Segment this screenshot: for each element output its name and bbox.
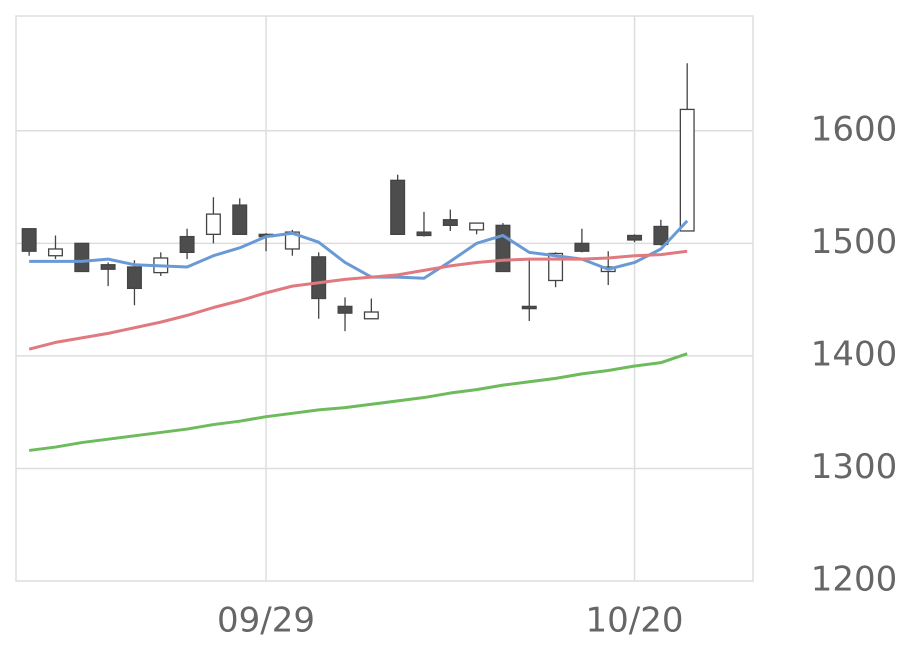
candle-body bbox=[100, 264, 116, 270]
x-tick-label: 10/20 bbox=[586, 601, 684, 641]
candle-body bbox=[126, 266, 142, 290]
x-tick-label: 09/29 bbox=[217, 601, 315, 641]
candle-body bbox=[442, 219, 458, 226]
candle-body bbox=[627, 234, 643, 241]
candle-body bbox=[574, 242, 590, 252]
candle-body bbox=[363, 311, 379, 320]
candle-body bbox=[390, 179, 406, 235]
candle-body bbox=[495, 224, 511, 273]
candle-body bbox=[179, 235, 195, 254]
y-tick-label: 1500 bbox=[811, 222, 898, 262]
candle-body bbox=[74, 242, 90, 273]
moving-average-line bbox=[28, 352, 688, 452]
candle-body bbox=[21, 228, 37, 252]
plot-frame bbox=[15, 15, 754, 582]
y-tick-label: 1300 bbox=[811, 447, 898, 487]
candle-body bbox=[469, 222, 485, 231]
candle-body bbox=[679, 108, 695, 232]
y-tick-label: 1400 bbox=[811, 334, 898, 374]
candle-body bbox=[205, 213, 221, 235]
y-tick-label: 1600 bbox=[811, 109, 898, 149]
candle-body bbox=[311, 256, 327, 300]
y-tick-label: 1200 bbox=[811, 560, 898, 600]
candle-body bbox=[232, 204, 248, 235]
candle-body bbox=[653, 225, 669, 246]
candle-body bbox=[521, 305, 537, 310]
candle-body bbox=[416, 231, 432, 237]
candle-body bbox=[337, 305, 353, 314]
moving-average-line bbox=[28, 249, 688, 351]
candle-body bbox=[47, 248, 63, 257]
